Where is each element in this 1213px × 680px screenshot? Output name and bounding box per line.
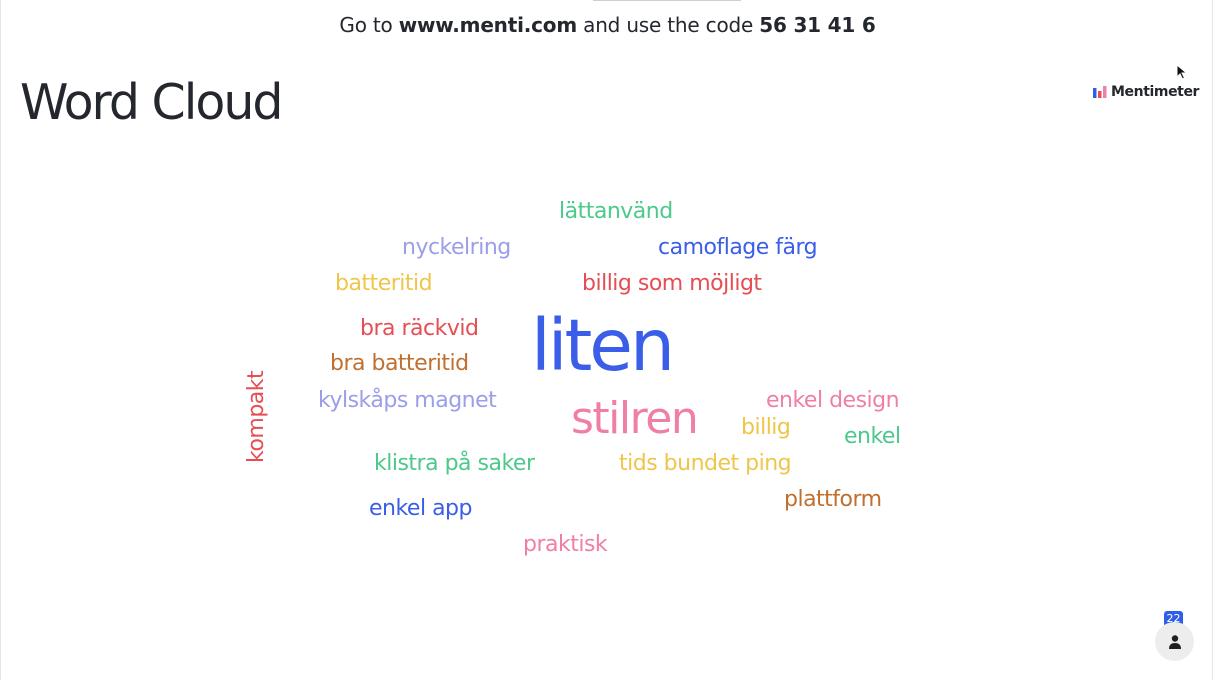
cloud-word: kylskåps magnet	[318, 388, 497, 413]
top-edge-divider	[593, 0, 741, 1]
menti-url[interactable]: www.menti.com	[398, 13, 577, 37]
cloud-word: batteritid	[335, 271, 433, 296]
cloud-word: bra räckvid	[360, 316, 479, 341]
instruction-prefix: Go to	[339, 13, 399, 37]
cloud-word: stilren	[571, 393, 699, 444]
cloud-word: billig	[741, 415, 791, 440]
instruction-middle: and use the code	[576, 13, 760, 37]
cloud-word: lättanvänd	[559, 199, 673, 224]
cloud-word: liten	[531, 304, 675, 387]
person-icon	[1168, 634, 1181, 649]
cloud-word: billig som möjligt	[582, 271, 762, 296]
cloud-word: plattform	[784, 487, 882, 512]
participants-button[interactable]	[1155, 622, 1194, 661]
cloud-word: klistra på saker	[374, 451, 535, 476]
cloud-word: enkel	[844, 424, 901, 449]
cloud-word: camoflage färg	[658, 235, 818, 260]
cloud-word: bra batteritid	[330, 351, 469, 376]
slide-title: Word Cloud	[20, 74, 283, 131]
mentimeter-logo-icon	[1093, 86, 1107, 98]
mouse-cursor-icon	[1176, 64, 1188, 80]
cloud-word: praktisk	[523, 532, 608, 557]
mentimeter-brand: Mentimeter	[1093, 84, 1199, 100]
cloud-word: enkel app	[369, 496, 473, 521]
voting-code: 56 31 41 6	[759, 13, 876, 37]
cloud-word: kompakt	[244, 370, 269, 463]
cloud-word: nyckelring	[402, 235, 511, 260]
cloud-word: enkel design	[766, 388, 900, 413]
cloud-word: tids bundet ping	[619, 451, 792, 476]
brand-name: Mentimeter	[1111, 84, 1200, 100]
join-instruction: Go to www.menti.com and use the code 56 …	[1, 13, 1212, 37]
